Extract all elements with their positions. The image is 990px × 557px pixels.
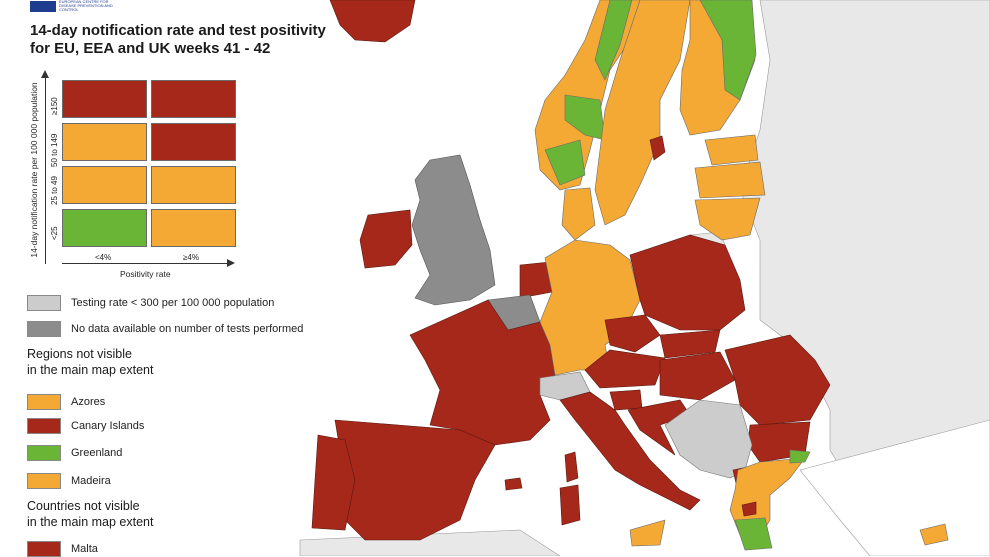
- legend-country-malta: Malta: [27, 541, 98, 557]
- x-axis-line: [62, 263, 228, 264]
- region-greece-green: [734, 517, 773, 551]
- row-label-ge150: ≥150: [50, 97, 59, 115]
- legend-swatch-dark-red: [27, 541, 61, 557]
- region-sardinia: [559, 484, 581, 526]
- region-uk: [411, 154, 496, 306]
- legend-no-data: No data available on number of tests per…: [27, 321, 303, 337]
- region-norway-green-2: [564, 94, 606, 141]
- region-finland-green: [699, 0, 757, 101]
- matrix-cell-r0c1: [151, 80, 236, 118]
- x-axis-arrow-icon: [227, 259, 235, 267]
- legend-region-madeira: Madeira: [27, 473, 111, 489]
- region-iceland: [329, 0, 416, 43]
- region-non-eu-north-africa: [299, 529, 561, 556]
- title-line-1: 14-day notification rate and test positi…: [30, 22, 326, 39]
- region-sicily: [629, 519, 666, 547]
- ecdc-logo: EUROPEAN CENTRE FOR DISEASE PREVENTION A…: [30, 0, 119, 12]
- matrix-cell-r3c0: [62, 209, 147, 247]
- region-spain: [334, 419, 496, 541]
- map-title: 14-day notification rate and test positi…: [30, 22, 326, 58]
- region-france: [409, 299, 556, 446]
- region-latvia: [694, 161, 766, 199]
- row-label-25-49: 25 to 49: [50, 176, 59, 205]
- legend-swatch-green: [27, 445, 61, 461]
- risk-matrix: [62, 80, 240, 250]
- legend-testing-rate: Testing rate < 300 per 100 000 populatio…: [27, 295, 274, 311]
- region-greece-red: [741, 501, 757, 517]
- legend-swatch-orange: [27, 394, 61, 410]
- matrix-cell-r1c1: [151, 123, 236, 161]
- matrix-cell-r2c1: [151, 166, 236, 204]
- region-hungary: [659, 351, 736, 401]
- y-axis-line: [45, 78, 46, 264]
- row-label-50-149: 50 to 149: [50, 133, 59, 167]
- region-sweden: [594, 0, 691, 226]
- region-romania: [724, 334, 831, 426]
- region-non-eu-turkey: [799, 419, 990, 556]
- matrix-cell-r1c0: [62, 123, 147, 161]
- col-label-ge4: ≥4%: [183, 253, 199, 262]
- matrix-cell-r0c0: [62, 80, 147, 118]
- region-slovakia: [659, 329, 721, 359]
- legend-region-greenland: Greenland: [27, 445, 122, 461]
- region-greece-green-thrace: [789, 449, 811, 464]
- legend-swatch-light-grey: [27, 295, 61, 311]
- region-croatia: [627, 399, 691, 456]
- region-slovenia: [609, 389, 643, 411]
- matrix-cell-r3c1: [151, 209, 236, 247]
- regions-heading: Regions not visible in the main map exte…: [27, 347, 154, 377]
- matrix-cell-r2c0: [62, 166, 147, 204]
- region-norway-green-1: [594, 0, 633, 81]
- region-portugal: [311, 434, 356, 531]
- col-label-lt4: <4%: [95, 253, 112, 262]
- x-axis-label: Positivity rate: [120, 269, 171, 279]
- region-denmark: [561, 187, 596, 241]
- region-estonia: [704, 134, 759, 166]
- title-line-2: for EU, EEA and UK weeks 41 - 42: [30, 40, 271, 57]
- region-italy: [559, 391, 701, 511]
- y-axis-arrow-icon: [41, 70, 49, 78]
- region-ireland: [359, 209, 413, 269]
- region-czechia: [604, 314, 661, 353]
- legend-region-azores: Azores: [27, 394, 105, 410]
- legend-swatch-orange: [27, 473, 61, 489]
- region-norway-green-3: [544, 139, 586, 186]
- countries-heading: Countries not visible in the main map ex…: [27, 499, 154, 529]
- logo-text: EUROPEAN CENTRE FOR DISEASE PREVENTION A…: [59, 0, 113, 12]
- region-lithuania: [694, 197, 761, 241]
- region-balearic: [504, 477, 523, 491]
- region-corsica: [564, 451, 579, 483]
- region-poland: [629, 234, 746, 331]
- region-cyprus: [919, 523, 949, 546]
- legend-swatch-dark-grey: [27, 321, 61, 337]
- legend-swatch-dark-red: [27, 418, 61, 434]
- row-label-lt25: <25: [50, 226, 59, 240]
- legend-region-canary: Canary Islands: [27, 418, 144, 434]
- eu-flag-icon: [30, 0, 56, 12]
- region-gotland: [649, 135, 666, 161]
- y-axis-label: 14-day notification rate per 100 000 pop…: [29, 82, 39, 258]
